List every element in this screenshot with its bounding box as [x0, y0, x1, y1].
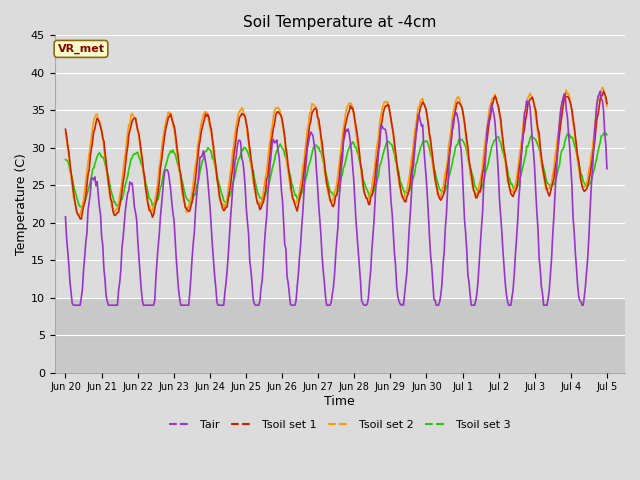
Y-axis label: Temperature (C): Temperature (C): [15, 153, 28, 255]
Legend: Tair, Tsoil set 1, Tsoil set 2, Tsoil set 3: Tair, Tsoil set 1, Tsoil set 2, Tsoil se…: [164, 416, 515, 434]
Bar: [54, 298, 625, 372]
Title: Soil Temperature at -4cm: Soil Temperature at -4cm: [243, 15, 436, 30]
X-axis label: Time: Time: [324, 395, 355, 408]
Text: VR_met: VR_met: [58, 44, 104, 54]
